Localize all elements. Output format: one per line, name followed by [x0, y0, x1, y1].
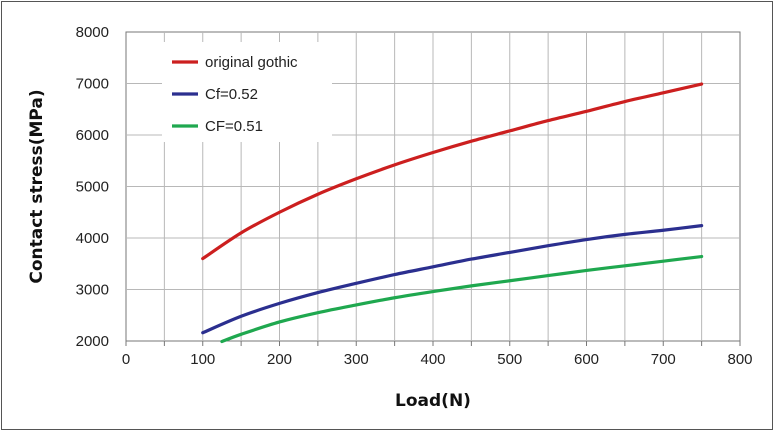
- x-tick-label: 100: [190, 351, 215, 368]
- y-axis-title: Contact stress(MPa): [27, 89, 47, 283]
- legend: original gothic Cf=0.52 CF=0.51: [162, 42, 332, 142]
- axes: 0 100 200 300 400 500 600 700 800 2000 3000 4000 500…: [76, 24, 753, 368]
- x-tick-label: 600: [574, 351, 599, 368]
- series-line-2: [201, 224, 704, 335]
- x-tick-label: 300: [344, 351, 369, 368]
- x-axis-title: Load(N): [395, 391, 471, 411]
- y-tick-label: 5000: [76, 179, 109, 196]
- x-tick-label: 200: [267, 351, 292, 368]
- legend-label-1: original gothic: [205, 54, 298, 71]
- x-tick-label: 500: [497, 351, 522, 368]
- x-tick-label: 0: [122, 351, 130, 368]
- x-tick-label: 700: [651, 351, 676, 368]
- series-line-1: [201, 82, 704, 261]
- y-tick-label: 3000: [76, 282, 109, 299]
- y-tick-label: 8000: [76, 24, 109, 41]
- y-tick-label: 2000: [76, 333, 109, 350]
- series-lines: [201, 82, 704, 344]
- y-tick-label: 6000: [76, 127, 109, 144]
- legend-label-2: Cf=0.52: [205, 86, 258, 103]
- legend-label-3: CF=0.51: [205, 118, 263, 135]
- x-tick-label: 800: [727, 351, 752, 368]
- series-line-3: [220, 254, 704, 344]
- x-tick-label: 400: [420, 351, 445, 368]
- y-tick-label: 7000: [76, 76, 109, 93]
- y-tick-label: 4000: [76, 230, 109, 247]
